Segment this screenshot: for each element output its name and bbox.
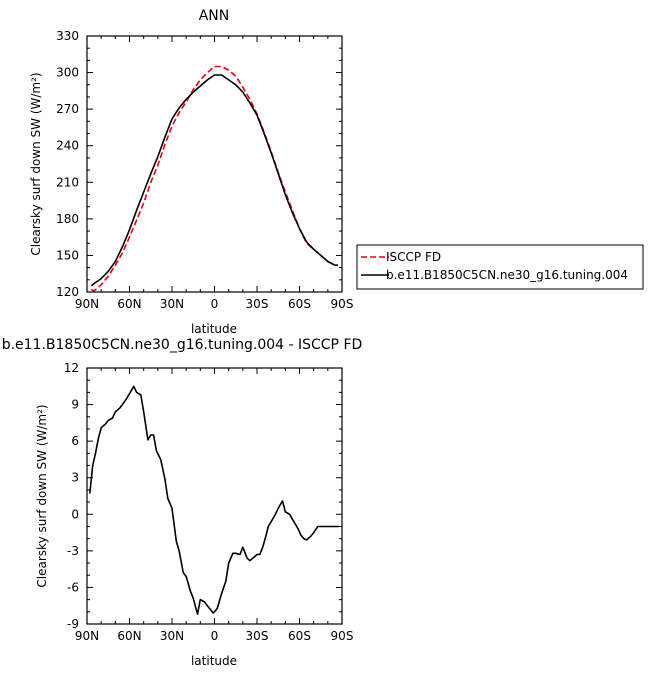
chart1-y-tick-label: 240: [56, 139, 79, 153]
chart1-x-tick-label: 60S: [288, 297, 311, 311]
chart1-x-tick-label: 0: [211, 297, 219, 311]
chart-difference: b.e11.B1850C5CN.ne30_g16.tuning.004 - IS…: [2, 337, 363, 668]
chart2-y-tick-label: -3: [67, 544, 79, 558]
chart2-x-tick-label: 90S: [331, 629, 354, 643]
chart2-y-tick-label: -6: [67, 580, 79, 594]
chart2-lines: [89, 385, 340, 616]
legend-frame: [356, 244, 644, 290]
chart1-series-line-0: [90, 65, 338, 292]
chart2-x-tick-label: 60N: [117, 629, 141, 643]
chart1-ticks: 90N 60N 30N 0 30S 60S 90S 120 150 180 210 240 270 300…: [56, 29, 353, 311]
legend-label-model: b.e11.B1850C5CN.ne30_g16.tuning.004: [386, 268, 628, 282]
chart2-x-tick-label: 30N: [160, 629, 184, 643]
chart1-y-tick-label: 210: [56, 175, 79, 189]
chart1-x-tick-label: 30S: [246, 297, 269, 311]
chart1-series-line-1: [90, 74, 338, 287]
chart1-y-tick-label: 330: [56, 29, 79, 43]
chart2-plot-frame: [86, 367, 343, 625]
chart2-y-tick-label: 9: [71, 398, 79, 412]
chart1-x-axis-label: latitude: [191, 322, 237, 336]
chart1-x-tick-label: 30N: [160, 297, 184, 311]
chart2-x-tick-label: 30S: [246, 629, 269, 643]
chart1-y-tick-label: 270: [56, 102, 79, 116]
chart2-x-tick-label: 60S: [288, 629, 311, 643]
chart2-x-tick-label: 0: [211, 629, 219, 643]
chart2-series-line-0: [89, 385, 340, 616]
chart1-legend: ISCCP FD b.e11.B1850C5CN.ne30_g16.tuning…: [356, 244, 644, 290]
chart1-title: ANN: [199, 8, 230, 24]
chart2-x-tick-label: 90N: [75, 629, 99, 643]
chart1-y-axis-label: Clearsky surf down SW (W/m²): [29, 72, 43, 255]
legend-label-isccp: ISCCP FD: [386, 250, 441, 264]
chart2-y-axis-label: Clearsky surf down SW (W/m²): [35, 404, 49, 587]
chart2-ticks: 90N 60N 30N 0 30S 60S 90S -9 -6 -3 0 3 6 9 12: [64, 361, 354, 643]
chart2-y-tick-label: 0: [71, 507, 79, 521]
chart2-y-tick-label: 12: [64, 361, 79, 375]
chart2-y-tick-label: 3: [71, 471, 79, 485]
chart1-y-tick-label: 300: [56, 66, 79, 80]
chart1-x-tick-label: 60N: [117, 297, 141, 311]
chart-annual-clearsky: ANN 90N 60N 30N 0 30S 60S 90S 120 150 180 210 240 27…: [29, 8, 644, 336]
chart2-title: b.e11.B1850C5CN.ne30_g16.tuning.004 - IS…: [2, 337, 363, 353]
chart1-x-tick-label: 90S: [331, 297, 354, 311]
chart1-y-tick-label: 180: [56, 212, 79, 226]
chart2-y-tick-label: -9: [67, 617, 79, 631]
chart2-x-axis-label: latitude: [191, 654, 237, 668]
chart1-y-tick-label: 120: [56, 285, 79, 299]
chart2-y-tick-label: 6: [71, 434, 79, 448]
chart1-y-tick-label: 150: [56, 248, 79, 262]
chart1-x-tick-label: 90N: [75, 297, 99, 311]
chart1-lines: [90, 65, 338, 292]
